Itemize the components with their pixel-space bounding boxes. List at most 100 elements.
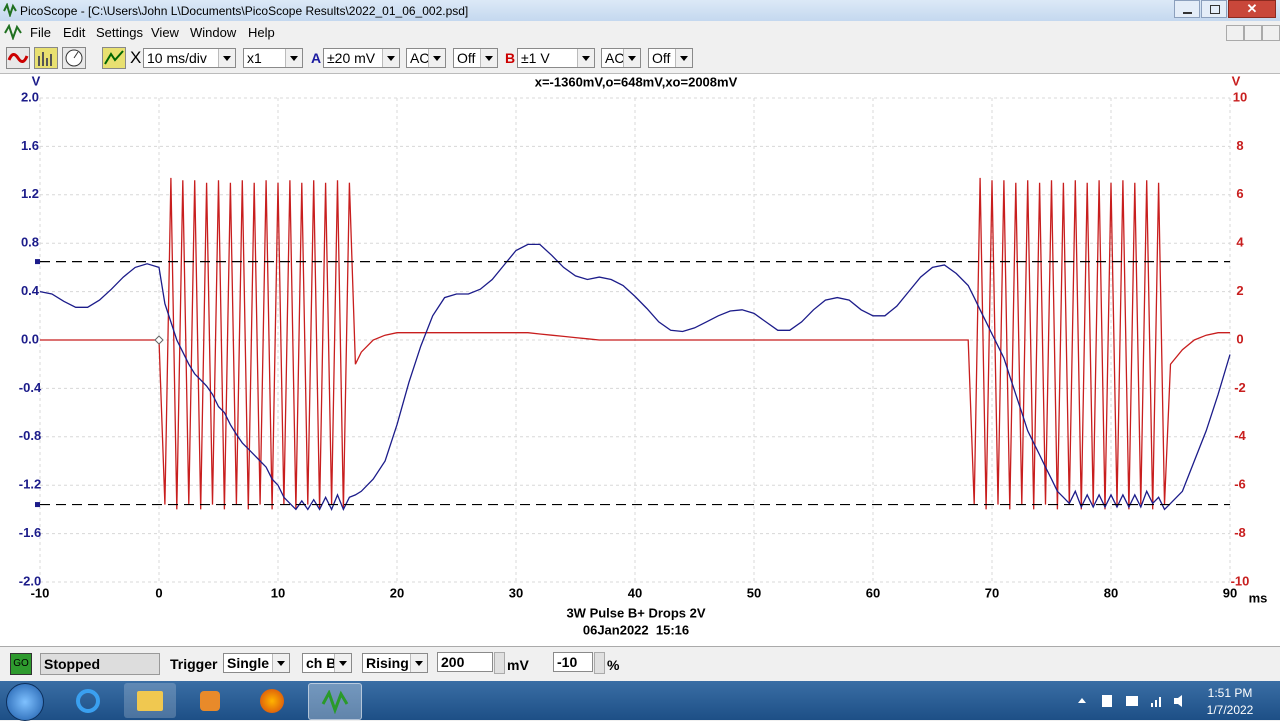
x-tick-label: 30 — [509, 585, 523, 600]
menu-bar: File Edit Settings View Window Help — [0, 21, 1280, 43]
pretrigger-value: -10 — [557, 654, 578, 670]
y-tick-label: 1.2 — [21, 186, 39, 201]
start-button[interactable] — [6, 683, 44, 721]
y2-tick-label: -8 — [1234, 525, 1246, 540]
media-button[interactable] — [184, 683, 236, 718]
toolbar: X 10 ms/div x1 A ±20 mV AC Off B ±1 V AC… — [0, 43, 1280, 74]
y2-axis-unit: V — [1232, 74, 1241, 88]
timebase-select[interactable]: 10 ms/div — [143, 48, 236, 68]
pretrigger-input[interactable]: -10 — [553, 652, 593, 672]
menu-item[interactable]: Window — [190, 25, 237, 40]
x-tick-label: 0 — [155, 585, 162, 600]
go-button[interactable]: GO — [10, 653, 32, 675]
chart-subtitle: 06Jan2022 15:16 — [583, 622, 689, 637]
x-tick-label: 40 — [628, 585, 642, 600]
picoscope-button[interactable] — [308, 683, 362, 720]
trigger-label: Trigger — [170, 656, 218, 672]
channel-b-filter[interactable]: Off — [648, 48, 693, 68]
clock-date: 1/7/2022 — [1206, 703, 1254, 717]
y2-tick-label: -2 — [1234, 380, 1246, 395]
y-tick-label: 0.0 — [21, 331, 39, 346]
channel-a-label: A — [311, 50, 322, 66]
y2-tick-label: -10 — [1231, 573, 1250, 588]
trigger-source[interactable]: ch B — [302, 653, 352, 673]
y-tick-label: 1.6 — [21, 138, 39, 153]
filter-value: Off — [652, 50, 671, 66]
y2-tick-label: 8 — [1236, 138, 1243, 153]
scope-mode-button[interactable] — [6, 47, 30, 69]
trace — [39, 243, 1231, 511]
channel-a-filter[interactable]: Off — [453, 48, 498, 68]
ie-button[interactable] — [62, 683, 114, 718]
mdi-minimize[interactable] — [1226, 25, 1244, 41]
window-title: PicoScope - [C:\Users\John L\Documents\P… — [20, 4, 469, 18]
y2-tick-label: 6 — [1236, 186, 1243, 201]
mdi-restore[interactable] — [1244, 25, 1262, 41]
spectrum-mode-button[interactable] — [34, 47, 58, 69]
y2-tick-label: 4 — [1236, 235, 1244, 250]
firefox-button[interactable] — [246, 683, 298, 718]
app-icon — [3, 3, 17, 17]
y2-tick-label: -6 — [1234, 477, 1246, 492]
explorer-button[interactable] — [124, 683, 176, 718]
menu-item[interactable]: View — [151, 25, 179, 40]
coupling-value: AC — [410, 50, 430, 66]
y-tick-label: 0.4 — [21, 283, 40, 298]
x-tick-label: 60 — [866, 585, 880, 600]
mode-value: Single — [227, 655, 270, 671]
x-tick-label: 10 — [271, 585, 285, 600]
taskbar: 1:51 PM 1/7/2022 — [0, 681, 1280, 721]
trigger-edge[interactable]: Rising — [362, 653, 428, 673]
zoom-value: x1 — [247, 50, 262, 66]
y2-tick-label: 2 — [1236, 283, 1243, 298]
y-tick-label: -2.0 — [19, 573, 41, 588]
meter-mode-button[interactable] — [62, 47, 86, 69]
threshold-value: 200 — [441, 654, 465, 670]
new-view-button[interactable] — [102, 47, 126, 69]
filter-value: Off — [457, 50, 476, 66]
mdi-close[interactable] — [1262, 25, 1280, 41]
trigger-mode[interactable]: Single — [223, 653, 290, 673]
pretrigger-unit: % — [607, 657, 620, 673]
pretrigger-spinner[interactable] — [594, 652, 605, 674]
x-tick-label: 50 — [747, 585, 761, 600]
menu-item[interactable]: Edit — [63, 25, 86, 40]
x-tick-label: 70 — [985, 585, 999, 600]
zoom-select[interactable]: x1 — [243, 48, 303, 68]
y2-tick-label: 10 — [1233, 89, 1247, 104]
channel-a-coupling[interactable]: AC — [406, 48, 446, 68]
x-tick-label: 20 — [390, 585, 404, 600]
y-tick-label: -1.2 — [19, 477, 41, 492]
zoom-icon[interactable]: X — [130, 48, 142, 67]
menu-item[interactable]: Settings — [96, 25, 143, 40]
restore-button[interactable] — [1201, 0, 1227, 18]
y-tick-label: -0.8 — [19, 428, 41, 443]
run-state: Stopped — [40, 653, 160, 675]
threshold-spinner[interactable] — [494, 652, 505, 674]
status-bar: GO Stopped Trigger Single ch B Rising 20… — [0, 646, 1280, 682]
channel-b-range[interactable]: ±1 V — [517, 48, 595, 68]
cursor-readout: x=-1360mV,o=648mV,xo=2008mV — [535, 74, 738, 89]
menu-item[interactable]: File — [30, 25, 51, 40]
y-tick-label: -0.4 — [19, 380, 42, 395]
mdi-icon — [4, 24, 22, 40]
channel-b-coupling[interactable]: AC — [601, 48, 641, 68]
scope-chart: x=-1360mV,o=648mV,xo=2008mV V V ms 3W Pu… — [0, 74, 1280, 646]
close-button[interactable]: ✕ — [1228, 0, 1276, 18]
x-axis-unit: ms — [1249, 590, 1268, 605]
cursor-handle — [35, 259, 40, 265]
y-tick-label: 2.0 — [21, 89, 39, 104]
coupling-value: AC — [605, 50, 625, 66]
x-tick-label: -10 — [31, 585, 50, 600]
minimize-button[interactable] — [1174, 0, 1200, 18]
tray-icons — [1078, 695, 1182, 707]
threshold-input[interactable]: 200 — [437, 652, 493, 672]
range-value: ±1 V — [521, 50, 550, 66]
y-tick-label: 0.8 — [21, 235, 39, 250]
y2-tick-label: -4 — [1234, 428, 1246, 443]
trigger-marker — [154, 335, 164, 345]
threshold-unit: mV — [507, 657, 529, 673]
channel-a-range[interactable]: ±20 mV — [323, 48, 400, 68]
menu-item[interactable]: Help — [248, 25, 275, 40]
y-tick-label: -1.6 — [19, 525, 41, 540]
